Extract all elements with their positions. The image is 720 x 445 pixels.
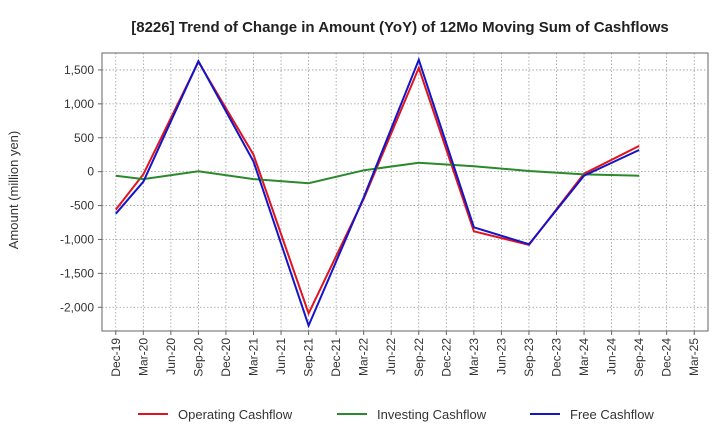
plot-frame <box>101 52 709 332</box>
series-line-operating-cashflow <box>115 59 640 317</box>
x-tick-label: Mar-24 <box>577 338 591 376</box>
x-tick-label: Mar-21 <box>247 338 261 376</box>
x-tick-label: Dec-19 <box>109 338 123 377</box>
x-tick-label: Mar-23 <box>467 338 481 376</box>
x-tick-label: Dec-24 <box>660 338 674 377</box>
y-tick-label: -2,000 <box>60 300 94 314</box>
y-tick-label: -500 <box>70 199 94 213</box>
x-tick-label: Jun-20 <box>164 338 178 375</box>
grid-lines <box>102 53 708 331</box>
y-tick-label: -1,500 <box>60 266 94 280</box>
y-tick-label: 500 <box>74 131 94 145</box>
x-tick-label: Sep-22 <box>412 338 426 377</box>
x-tick-label: Jun-22 <box>384 338 398 375</box>
x-tick-label: Dec-22 <box>439 338 453 377</box>
series-line-free-cashflow <box>115 56 640 329</box>
x-tick-label: Sep-21 <box>302 338 316 377</box>
x-tick-label: Jun-24 <box>605 338 619 375</box>
series-lines <box>115 56 640 329</box>
x-tick-label: Mar-22 <box>357 338 371 376</box>
legend-label-investing-cashflow: Investing Cashflow <box>377 407 487 422</box>
axes: 1,500 1,000 500 0 -500 -1,000 -1,500 -2,000 Dec-… <box>60 52 709 377</box>
x-tick-label: Sep-24 <box>632 338 646 377</box>
y-tick-label: 1,500 <box>64 63 94 77</box>
x-tick-label: Jun-23 <box>494 338 508 375</box>
y-tick-label: -1,000 <box>60 232 94 246</box>
legend-label-operating-cashflow: Operating Cashflow <box>178 407 293 422</box>
y-tick-label: 1,000 <box>64 97 94 111</box>
x-tick-label: Dec-20 <box>219 338 233 377</box>
x-tick-label: Dec-23 <box>550 338 564 377</box>
x-tick-label: Jun-21 <box>274 338 288 375</box>
y-axis-label: Amount (million yen) <box>6 131 21 250</box>
legend-label-free-cashflow: Free Cashflow <box>570 407 654 422</box>
x-tick-label: Sep-20 <box>191 338 205 377</box>
x-tick-label: Sep-23 <box>522 338 536 377</box>
chart-title: [8226] Trend of Change in Amount (YoY) o… <box>131 19 669 36</box>
x-tick-label: Dec-21 <box>329 338 343 377</box>
y-tick-label: 0 <box>87 165 94 179</box>
series-line-investing-cashflow <box>115 161 640 185</box>
x-tick-label: Mar-25 <box>687 338 701 376</box>
legend: Operating Cashflow Investing Cashflow Free… <box>138 407 654 422</box>
x-tick-label: Mar-20 <box>136 338 150 376</box>
